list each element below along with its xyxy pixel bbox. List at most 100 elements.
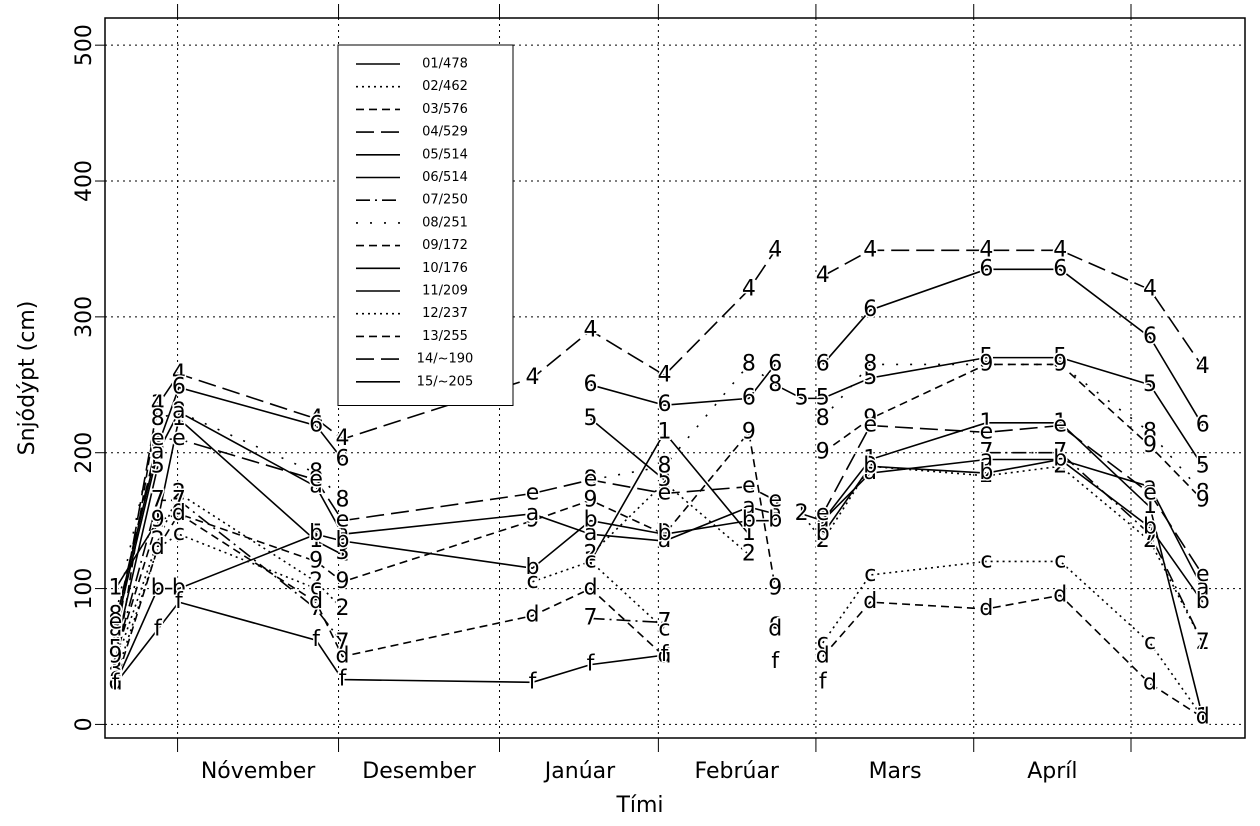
point-marker: a bbox=[742, 494, 755, 519]
point-marker: 6 bbox=[979, 256, 993, 281]
point-marker: 1 bbox=[109, 576, 123, 601]
point-marker: 3 bbox=[109, 657, 123, 682]
point-marker: 5 bbox=[309, 521, 323, 546]
point-marker: c bbox=[1197, 705, 1209, 730]
point-marker: a bbox=[1196, 576, 1209, 601]
series-line bbox=[114, 533, 1204, 719]
point-marker: 7 bbox=[1053, 440, 1067, 465]
point-marker: e bbox=[658, 480, 672, 505]
point-marker: b bbox=[1053, 447, 1067, 472]
point-marker: 6 bbox=[584, 372, 598, 397]
point-marker: 5 bbox=[863, 365, 877, 390]
point-marker: e bbox=[769, 487, 783, 512]
point-marker: d bbox=[863, 589, 877, 614]
point-marker: 9 bbox=[309, 548, 323, 573]
point-marker: f bbox=[312, 627, 321, 652]
series-line bbox=[114, 268, 1204, 623]
point-marker: c bbox=[526, 569, 538, 594]
point-marker: 2 bbox=[584, 542, 598, 567]
series-line bbox=[114, 458, 1204, 684]
point-marker: e bbox=[816, 501, 830, 526]
point-marker: 9 bbox=[1053, 351, 1067, 376]
point-marker: 2 bbox=[109, 650, 123, 675]
point-marker: b bbox=[768, 508, 782, 533]
point-marker: a bbox=[864, 460, 877, 485]
point-marker: a bbox=[769, 501, 782, 526]
point-marker: d bbox=[336, 643, 350, 668]
point-marker: 4 bbox=[1053, 237, 1067, 262]
point-marker: f bbox=[587, 652, 596, 677]
point-marker: d bbox=[109, 671, 123, 696]
point-marker: f bbox=[771, 649, 780, 674]
point-marker: b bbox=[816, 521, 830, 546]
y-tick-label: 500 bbox=[72, 24, 97, 66]
point-marker: f bbox=[661, 642, 670, 667]
point-marker: 7 bbox=[1196, 630, 1210, 655]
legend-label: 10/176 bbox=[422, 261, 468, 276]
point-marker: 9 bbox=[1196, 487, 1210, 512]
point-marker: 2 bbox=[863, 453, 877, 478]
point-marker: 1 bbox=[816, 508, 830, 533]
point-marker: 4 bbox=[584, 317, 598, 342]
legend-label: 04/529 bbox=[422, 125, 468, 140]
point-marker: a bbox=[172, 399, 185, 424]
point-marker: d bbox=[172, 501, 186, 526]
y-tick-label: 200 bbox=[72, 432, 97, 474]
point-marker: b bbox=[742, 508, 756, 533]
point-marker: 5 bbox=[795, 385, 809, 410]
series-line bbox=[114, 356, 1204, 650]
x-tick-label: Janúar bbox=[543, 759, 616, 784]
point-marker: 6 bbox=[742, 385, 756, 410]
point-marker: 3 bbox=[336, 540, 350, 565]
point-marker: 5 bbox=[1196, 453, 1210, 478]
series-line bbox=[114, 512, 1204, 719]
point-marker: 1 bbox=[1053, 410, 1067, 435]
point-marker: 4 bbox=[336, 426, 350, 451]
point-marker: f bbox=[339, 667, 348, 692]
point-marker: c bbox=[152, 535, 164, 560]
point-marker: d bbox=[979, 596, 993, 621]
point-marker: 9 bbox=[151, 508, 165, 533]
point-marker: 1 bbox=[336, 542, 350, 567]
point-marker: 9 bbox=[742, 419, 756, 444]
point-marker: a bbox=[336, 521, 349, 546]
legend-label: 11/209 bbox=[422, 284, 468, 299]
point-marker: d bbox=[1196, 705, 1210, 730]
point-marker: 4 bbox=[309, 406, 323, 431]
legend-label: 07/250 bbox=[422, 193, 468, 208]
point-marker: d bbox=[584, 576, 598, 601]
point-marker: c bbox=[817, 630, 829, 655]
point-marker: 1 bbox=[742, 521, 756, 546]
point-marker: c bbox=[864, 562, 876, 587]
point-marker: e bbox=[109, 610, 123, 635]
point-marker: 2 bbox=[1143, 528, 1157, 553]
point-marker: f bbox=[529, 669, 538, 694]
point-marker: 7 bbox=[584, 605, 598, 630]
point-marker: 9 bbox=[657, 521, 671, 546]
point-marker: 4 bbox=[1196, 354, 1210, 379]
point-marker: 1 bbox=[309, 528, 323, 553]
point-marker: a bbox=[816, 508, 829, 533]
legend-box bbox=[337, 44, 514, 406]
point-marker: b bbox=[1143, 514, 1157, 539]
point-marker: 9 bbox=[336, 569, 350, 594]
point-marker: e bbox=[336, 508, 350, 533]
point-marker: 8 bbox=[151, 406, 165, 431]
x-tick-label: Mars bbox=[869, 759, 922, 784]
point-marker: b bbox=[309, 521, 323, 546]
series-line bbox=[114, 424, 1204, 623]
point-marker: 1 bbox=[172, 406, 186, 431]
point-marker: 6 bbox=[172, 375, 186, 400]
point-marker: 4 bbox=[768, 237, 782, 262]
legend-label: 06/514 bbox=[422, 170, 468, 185]
legend-label: 09/172 bbox=[422, 238, 468, 253]
point-marker: c bbox=[110, 664, 122, 689]
point-marker: 5 bbox=[979, 345, 993, 370]
legend-label: 13/255 bbox=[422, 329, 468, 344]
series-line bbox=[114, 465, 1204, 664]
point-marker: 5 bbox=[657, 467, 671, 492]
point-marker: a bbox=[658, 528, 671, 553]
y-tick-label: 400 bbox=[72, 160, 97, 202]
point-marker: 4 bbox=[979, 237, 993, 262]
point-marker: 6 bbox=[151, 433, 165, 458]
